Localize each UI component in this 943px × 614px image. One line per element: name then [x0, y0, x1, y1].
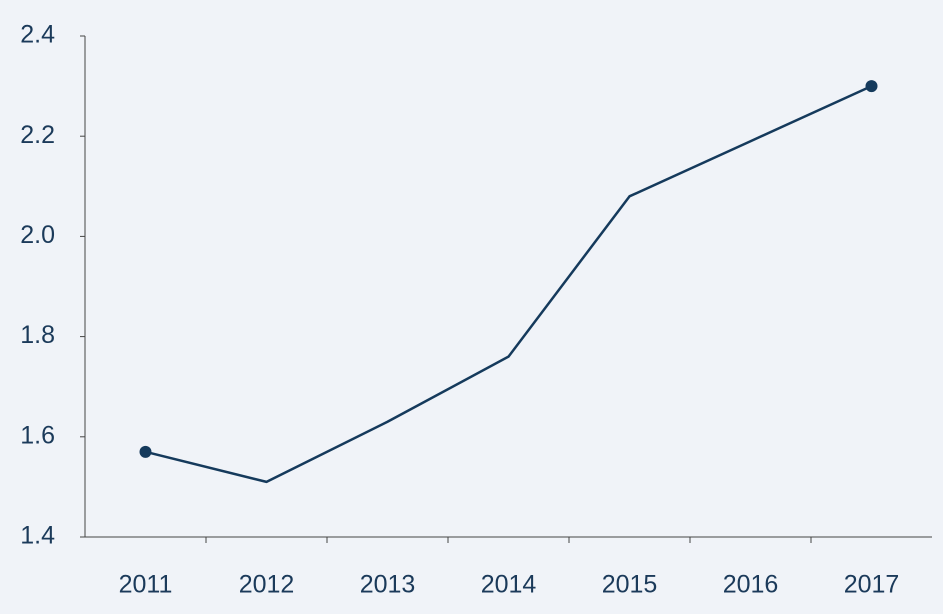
- x-tick-label: 2012: [239, 571, 295, 599]
- y-tick-label: 2.0: [20, 221, 55, 249]
- x-tick-label: 2013: [360, 571, 416, 599]
- x-tick-label: 2017: [844, 571, 900, 599]
- marker: [139, 445, 152, 458]
- y-tick-label: 2.2: [20, 121, 55, 149]
- marker: [865, 80, 878, 93]
- y-tick-label: 1.4: [20, 522, 55, 550]
- x-tick-label: 2014: [481, 571, 537, 599]
- x-tick-label: 2011: [119, 571, 173, 599]
- y-tick-label: 1.6: [20, 421, 55, 449]
- line: [145, 84, 873, 484]
- x-tick-label: 2015: [602, 571, 658, 599]
- x-tick-label: 2016: [723, 571, 779, 599]
- y-tick-label: 1.8: [20, 321, 55, 349]
- y-tick-label: 2.4: [20, 21, 55, 49]
